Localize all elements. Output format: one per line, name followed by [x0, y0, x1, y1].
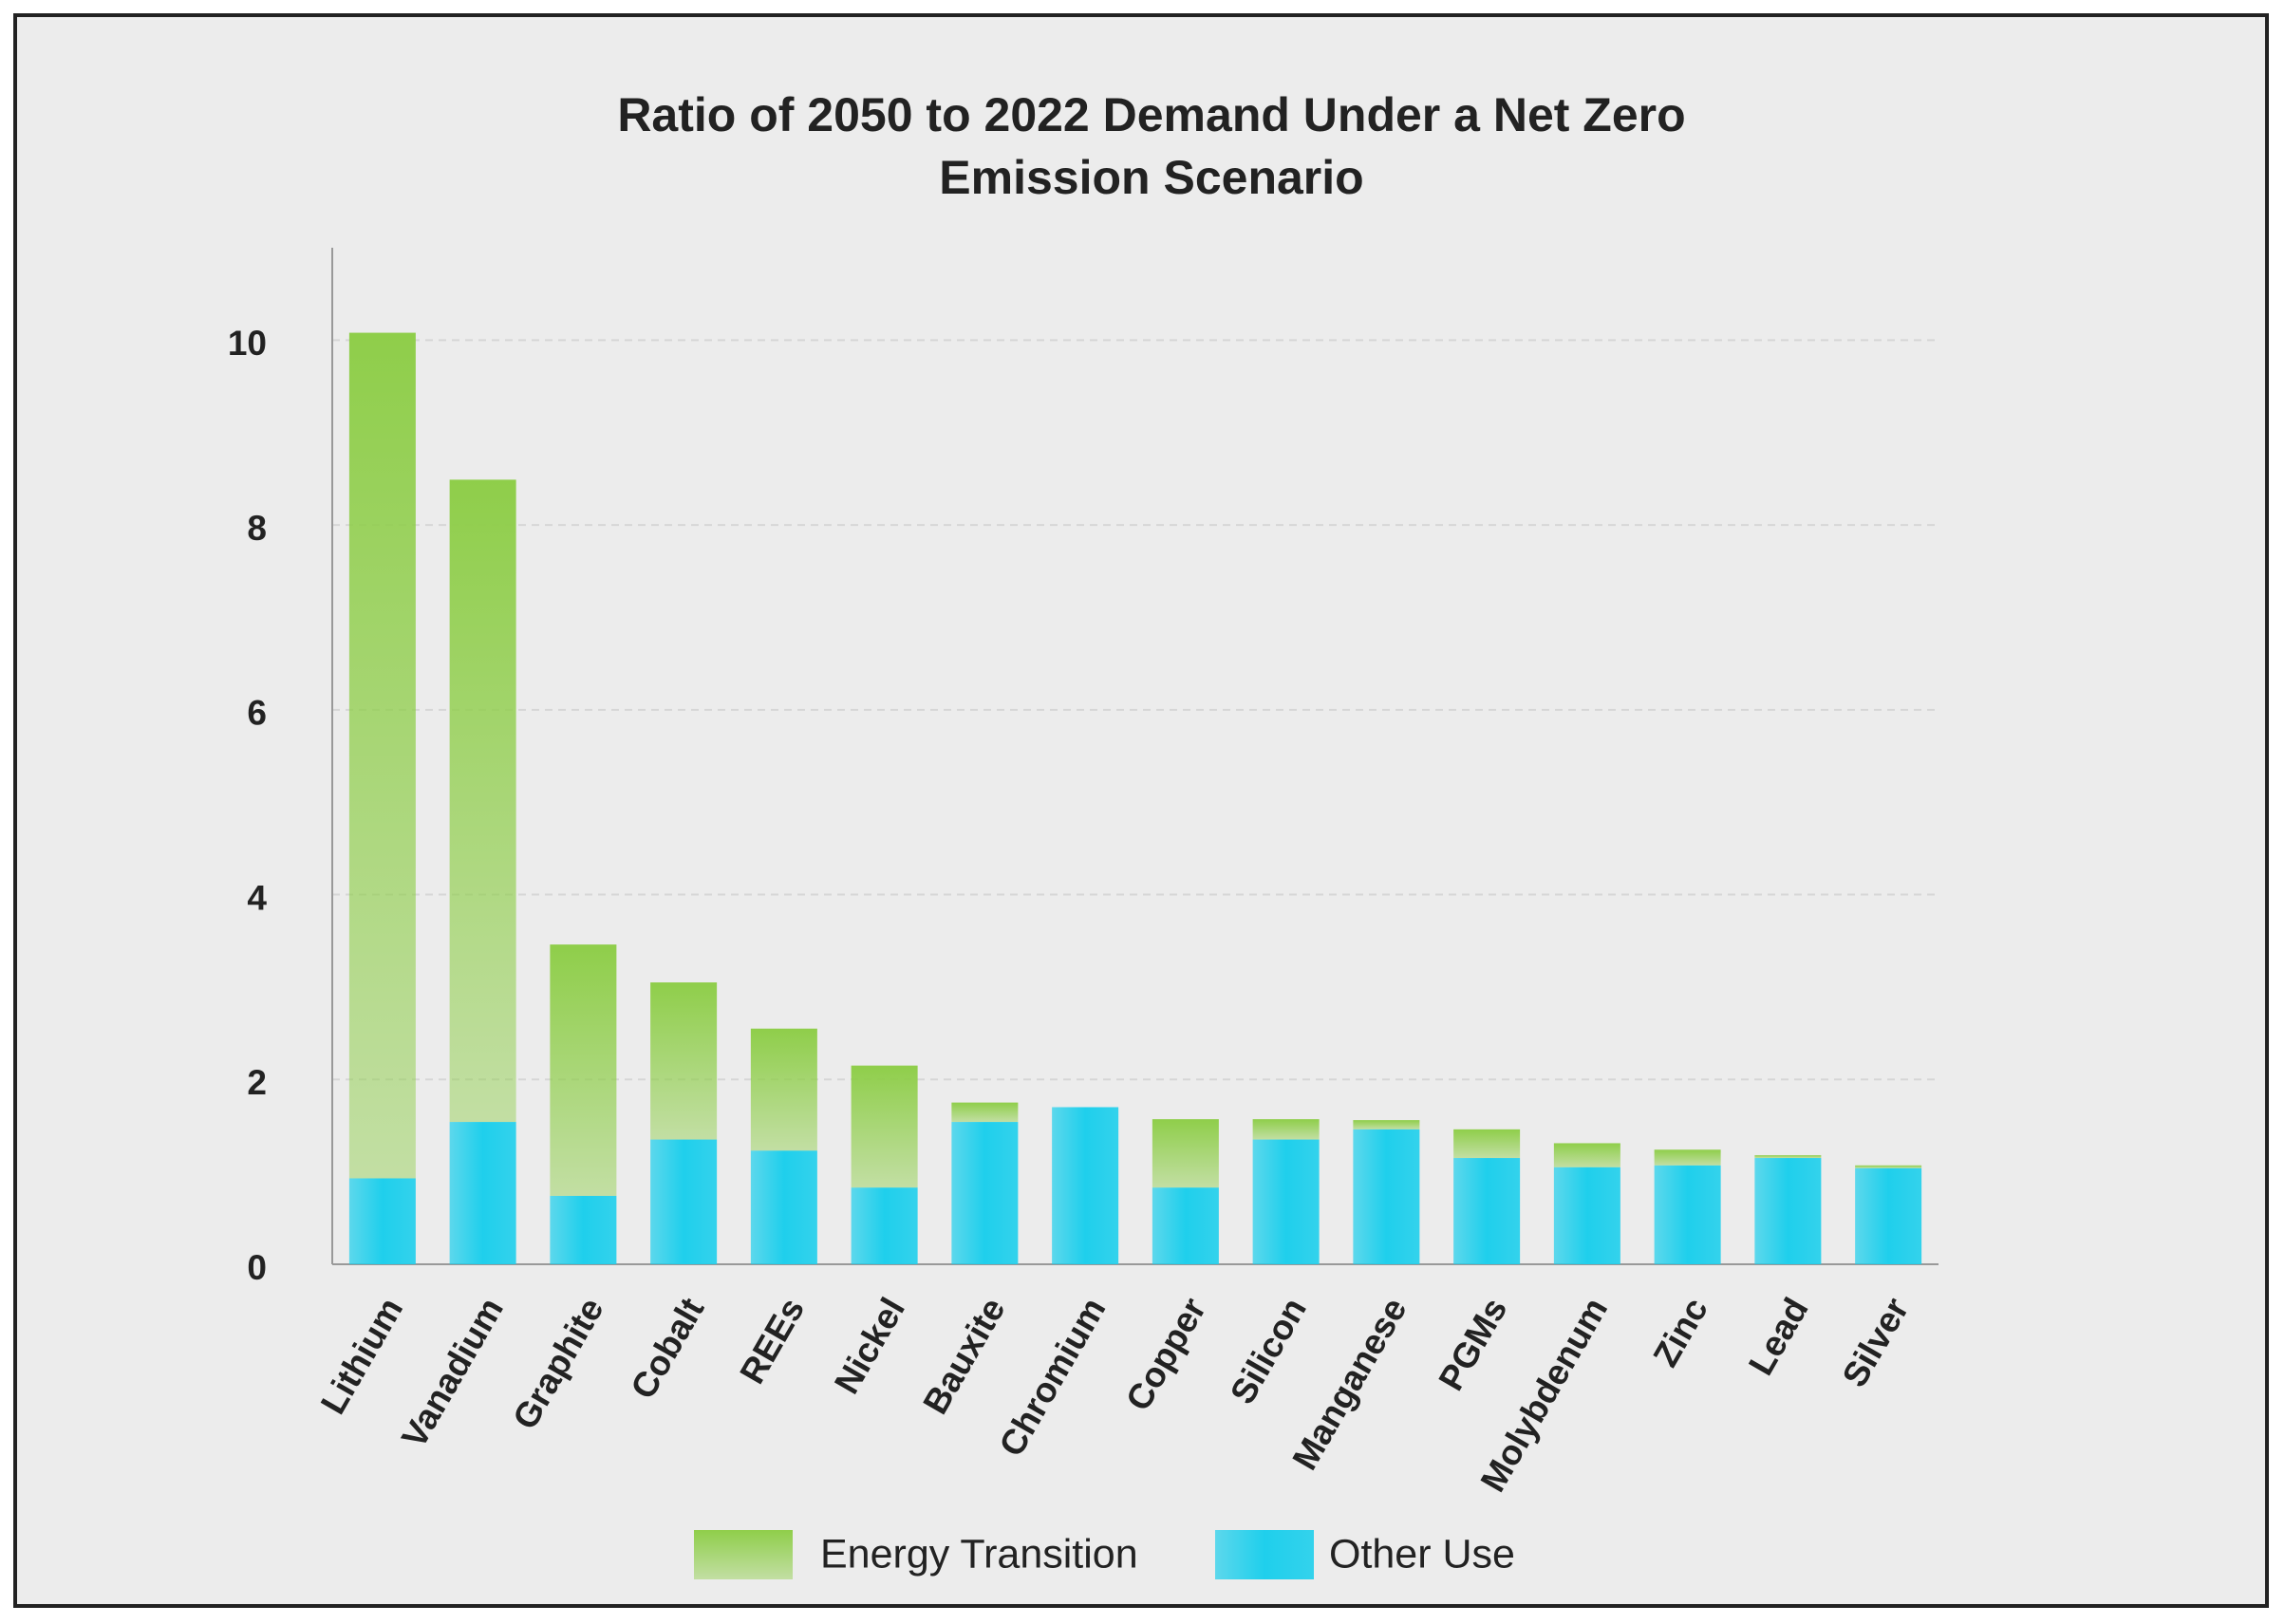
bar-segment	[449, 479, 516, 1123]
x-tick-label: Vanadium	[394, 1291, 511, 1454]
bar-segment	[1553, 1167, 1620, 1264]
x-tick-label: Cobalt	[623, 1291, 711, 1405]
bar-segment	[1353, 1129, 1420, 1264]
legend-swatch	[1215, 1530, 1314, 1579]
x-tick-label: REEs	[732, 1291, 812, 1390]
x-tick-label: Zinc	[1645, 1291, 1715, 1372]
x-tick-label: Lead	[1741, 1291, 1816, 1381]
bar-segment	[550, 944, 617, 1196]
bar-segment	[1353, 1120, 1420, 1129]
bar-segment	[1252, 1139, 1320, 1264]
x-tick-label: Silicon	[1223, 1291, 1314, 1410]
bar-segment	[650, 1139, 718, 1264]
bar-segment	[851, 1187, 918, 1264]
bar-segment	[449, 1122, 516, 1264]
bar-segment	[348, 332, 416, 1179]
y-tick-label: 4	[247, 878, 267, 917]
x-tick-label: Lithium	[313, 1291, 410, 1420]
bar-segment	[1453, 1158, 1521, 1264]
bar-segment	[550, 1195, 617, 1264]
y-tick-label: 10	[228, 324, 267, 363]
bar-segment	[1855, 1165, 1922, 1168]
bar-segment	[851, 1065, 918, 1188]
x-tick-label: Graphite	[505, 1291, 611, 1435]
legend-label: Energy Transition	[820, 1531, 1138, 1577]
bar-segment	[1754, 1155, 1822, 1159]
x-tick-label: Nickel	[827, 1291, 912, 1400]
bar-segment	[348, 1178, 416, 1264]
y-tick-label: 2	[247, 1063, 267, 1102]
x-tick-label: Copper	[1118, 1291, 1213, 1417]
bar-segment	[951, 1122, 1019, 1264]
bar-segment	[1553, 1143, 1620, 1167]
y-tick-label: 6	[247, 694, 267, 733]
bar-segment	[951, 1102, 1019, 1123]
bar-segment	[1252, 1119, 1320, 1140]
bar-segment	[750, 1150, 817, 1264]
y-tick-label: 8	[247, 509, 267, 548]
bar-segment	[1855, 1167, 1922, 1264]
x-tick-label: Chromium	[992, 1291, 1114, 1463]
chart-title: Ratio of 2050 to 2022 Demand Under a Net…	[617, 88, 1686, 204]
x-tick-label: Silver	[1835, 1291, 1917, 1393]
legend-label: Other Use	[1329, 1531, 1515, 1577]
x-tick-label: Bauxite	[915, 1291, 1012, 1420]
bar-segment	[1654, 1165, 1721, 1264]
bar-segment	[1152, 1187, 1219, 1264]
legend-swatch	[694, 1530, 793, 1579]
bar-segment	[1754, 1158, 1822, 1264]
x-tick-label: PGMs	[1432, 1291, 1515, 1396]
bar-segment	[1152, 1119, 1219, 1188]
bar-segment	[1052, 1107, 1119, 1264]
y-tick-label: 0	[247, 1248, 267, 1287]
bar-segment	[1453, 1129, 1521, 1159]
bar-segment	[650, 982, 718, 1140]
bar-segment	[750, 1028, 817, 1151]
bar-segment	[1654, 1149, 1721, 1166]
